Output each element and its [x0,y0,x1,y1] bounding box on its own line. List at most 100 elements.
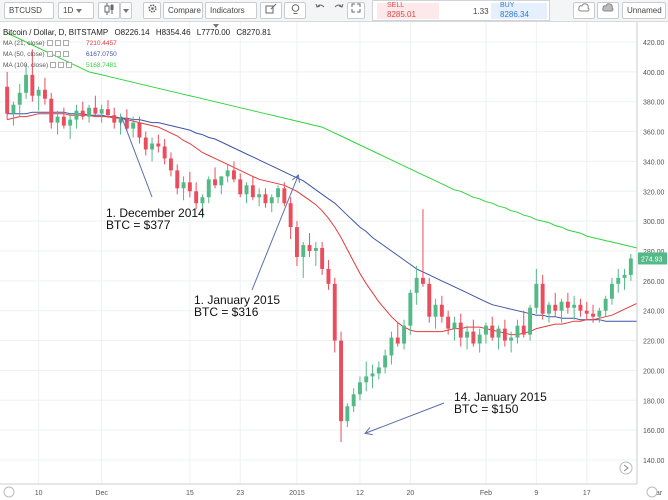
undo-icon [315,3,324,8]
candle-body [225,170,230,177]
candle-body [559,301,564,311]
price-chart[interactable]: 140.00 160.00 180.00 200.00 220.00 240.00 260.… [0,22,668,500]
candle [24,64,29,99]
annotation-arrows [122,118,445,433]
interval-dropdown[interactable]: 1D [58,2,94,19]
candle-body [137,122,142,138]
annotation-january-1[interactable]: 1. January 2015 BTC = $316 [194,294,280,318]
candle [282,182,287,207]
time-axis-bg[interactable] [0,484,668,500]
candle [68,113,73,140]
candle-body [345,406,350,422]
symbol-search-input[interactable]: BTCUSD [4,2,54,19]
candle [238,173,243,198]
layout-name-button[interactable]: Unnamed [622,2,666,19]
load-chart-button[interactable] [597,2,619,19]
candle-body [307,245,312,251]
gear-icon [147,4,157,13]
candle [288,197,293,240]
candle [603,295,608,317]
candle-body [364,376,369,383]
close-icon[interactable] [62,40,69,47]
candle [80,101,85,120]
visibility-icon[interactable] [50,62,57,69]
visibility-icon[interactable] [46,40,53,47]
settings-icon[interactable] [58,62,65,69]
candle-body [572,304,577,308]
candle [263,188,268,208]
settings-corner-button [3,486,15,498]
legend-ma21[interactable]: MA (21, close) 7210.4457 [3,40,117,47]
settings-icon[interactable] [54,51,61,58]
alert-button[interactable] [284,2,306,19]
candle [87,104,92,123]
candle-series [5,49,633,443]
candle-body [269,197,274,204]
candle-body [49,98,54,123]
annotation-january-14[interactable]: 14. January 2015 BTC = $150 [454,391,547,415]
fullscreen-button[interactable] [347,2,365,19]
candle [471,319,476,347]
candle-body [206,179,211,198]
time-tick-label: 17 [583,490,591,497]
buy-button[interactable] [491,3,547,19]
drawing-tools-button[interactable] [260,2,282,19]
candle-body [565,301,570,308]
candle-body [87,107,92,117]
candle-body [502,328,507,341]
candle-body [521,325,526,335]
candle-body [553,304,558,311]
redo-button[interactable] [330,2,346,19]
candle-body [74,110,79,120]
candle [55,110,60,135]
candle-body [263,194,268,204]
candle-body [320,248,325,269]
chart-title: Bitcoin / Dollar, D, BITSTAMP [3,28,109,37]
candle-body [150,143,155,150]
candle [408,289,413,335]
candle-body [257,194,262,198]
candle [427,277,432,323]
chart-style-dropdown[interactable] [120,2,132,19]
compare-button[interactable]: Compare [163,2,203,19]
chart-style-button[interactable] [98,2,120,19]
visibility-icon[interactable] [46,51,53,58]
candle-body [483,325,488,335]
settings-icon[interactable] [54,40,61,47]
close-icon[interactable] [66,62,73,69]
undo-button[interactable] [312,2,328,19]
candle-body [181,182,186,189]
chart-legend-title: Bitcoin / Dollar, D, BITSTAMP O8226.14 H… [3,28,275,37]
candle [345,403,350,428]
candle [339,331,344,443]
candle-body [515,325,520,338]
candle [483,322,488,344]
sell-price: 8285.01 [387,10,416,19]
legend-ma50[interactable]: MA (50, close) 6167.0750 [3,51,117,58]
candle-body [131,122,136,129]
time-tick-label: 20 [406,490,414,497]
candle [597,307,602,323]
indicators-button[interactable]: Indicators [205,2,257,28]
chevron-down-icon [123,8,129,13]
sell-button[interactable] [377,3,439,19]
candle [553,292,558,317]
annotation-line2: BTC = $316 [194,305,259,319]
candle [276,185,281,204]
candle-body [477,334,482,344]
close-icon[interactable] [62,51,69,58]
candle [307,233,312,257]
save-chart-button[interactable] [573,2,595,19]
candle [269,194,274,213]
legend-ma100[interactable]: MA (100, close) 5168.7481 [3,62,117,69]
candle [206,176,211,204]
price-tick-label: 340.00 [643,159,665,166]
candle-body [370,373,375,377]
ma100-series [6,32,663,255]
price-tick-label: 200.00 [643,368,665,375]
annotation-december[interactable]: 1. December 2014 BTC = $377 [106,207,205,231]
settings-button[interactable] [143,2,161,19]
candle-body [471,331,476,344]
annotation-arrow [366,402,445,433]
buy-price: 8286.34 [500,10,529,19]
